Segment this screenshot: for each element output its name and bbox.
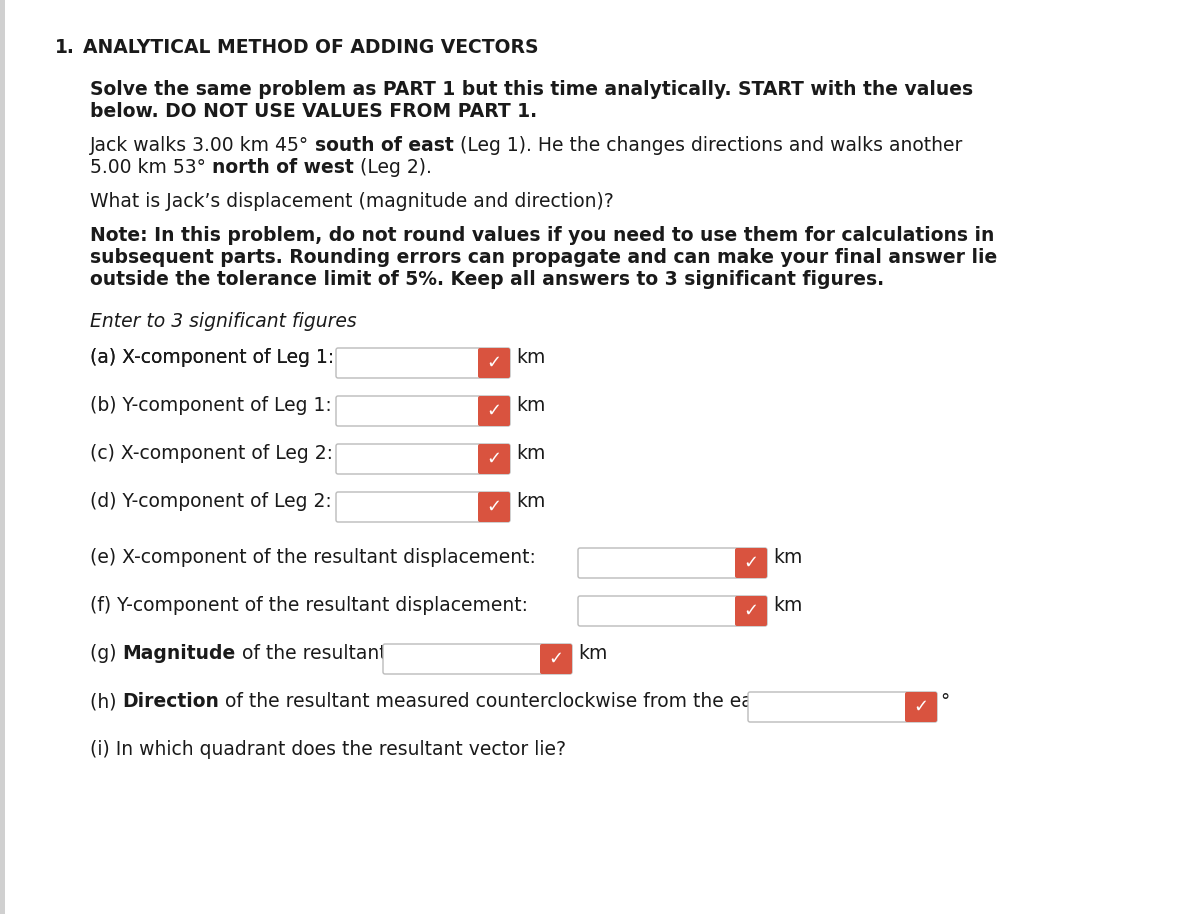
Text: of the resultant measured counterclockwise from the east:: of the resultant measured counterclockwi…	[220, 692, 776, 711]
Text: south of east: south of east	[316, 136, 454, 155]
Bar	[0, 0, 5, 914]
Text: ✓: ✓	[486, 402, 502, 420]
Text: (a) X-component of Leg 1:: (a) X-component of Leg 1:	[90, 348, 335, 367]
Text: Solve the same problem as PART 1 but this time analytically. START with the valu: Solve the same problem as PART 1 but thi…	[90, 80, 973, 99]
Text: below. DO NOT USE VALUES FROM PART 1.: below. DO NOT USE VALUES FROM PART 1.	[90, 102, 538, 121]
Text: ✓: ✓	[744, 602, 758, 620]
Text: Direction: Direction	[122, 692, 220, 711]
Text: km: km	[516, 348, 545, 367]
Text: 5.00 km 53°: 5.00 km 53°	[90, 158, 212, 177]
Text: ✓: ✓	[486, 354, 502, 372]
Text: km: km	[773, 596, 803, 615]
Text: (Leg 2).: (Leg 2).	[354, 158, 432, 177]
FancyBboxPatch shape	[478, 396, 510, 426]
Text: subsequent parts. Rounding errors can propagate and can make your final answer l: subsequent parts. Rounding errors can pr…	[90, 248, 997, 267]
Text: Note: In this problem, do not round values if you need to use them for calculati: Note: In this problem, do not round valu…	[90, 226, 995, 245]
Text: km: km	[516, 492, 545, 511]
Text: km: km	[516, 396, 545, 415]
Text: (d) Y-component of Leg 2:: (d) Y-component of Leg 2:	[90, 492, 331, 511]
Text: ✓: ✓	[486, 498, 502, 516]
FancyBboxPatch shape	[578, 548, 767, 578]
Text: (c) X-component of Leg 2:: (c) X-component of Leg 2:	[90, 444, 334, 463]
FancyBboxPatch shape	[734, 596, 767, 626]
Text: (e) X-component of the resultant displacement:: (e) X-component of the resultant displac…	[90, 548, 536, 567]
Text: °: °	[940, 692, 949, 711]
FancyBboxPatch shape	[336, 492, 510, 522]
Text: 1.: 1.	[55, 38, 74, 57]
FancyBboxPatch shape	[336, 348, 510, 378]
FancyBboxPatch shape	[578, 596, 767, 626]
FancyBboxPatch shape	[905, 692, 937, 722]
Text: (h): (h)	[90, 692, 122, 711]
FancyBboxPatch shape	[478, 492, 510, 522]
Text: (b) Y-component of Leg 1:: (b) Y-component of Leg 1:	[90, 396, 331, 415]
Text: ANALYTICAL METHOD OF ADDING VECTORS: ANALYTICAL METHOD OF ADDING VECTORS	[83, 38, 539, 57]
Text: (i) In which quadrant does the resultant vector lie?: (i) In which quadrant does the resultant…	[90, 740, 566, 759]
Text: What is Jack’s displacement (magnitude and direction)?: What is Jack’s displacement (magnitude a…	[90, 192, 613, 211]
FancyBboxPatch shape	[336, 444, 510, 474]
FancyBboxPatch shape	[734, 548, 767, 578]
Text: km: km	[516, 444, 545, 463]
Text: Jack walks 3.00 km 45°: Jack walks 3.00 km 45°	[90, 136, 316, 155]
Text: ✓: ✓	[913, 698, 929, 716]
Text: ✓: ✓	[744, 554, 758, 572]
FancyBboxPatch shape	[336, 396, 510, 426]
Text: (g): (g)	[90, 644, 122, 663]
FancyBboxPatch shape	[540, 644, 572, 674]
Text: ✓: ✓	[486, 450, 502, 468]
Text: (Leg 1). He the changes directions and walks another: (Leg 1). He the changes directions and w…	[454, 136, 962, 155]
Text: km: km	[578, 644, 607, 663]
Text: km: km	[773, 548, 803, 567]
FancyBboxPatch shape	[478, 444, 510, 474]
Text: outside the tolerance limit of 5%. Keep all answers to 3 significant figures.: outside the tolerance limit of 5%. Keep …	[90, 270, 884, 289]
FancyBboxPatch shape	[478, 348, 510, 378]
Text: (f) Y-component of the resultant displacement:: (f) Y-component of the resultant displac…	[90, 596, 528, 615]
Text: of the resultant:: of the resultant:	[235, 644, 392, 663]
FancyBboxPatch shape	[383, 644, 572, 674]
Text: north of west: north of west	[212, 158, 354, 177]
Text: Magnitude: Magnitude	[122, 644, 235, 663]
FancyBboxPatch shape	[748, 692, 937, 722]
Text: Enter to 3 significant figures: Enter to 3 significant figures	[90, 312, 356, 331]
Text: (a) X-component of Leg 1:: (a) X-component of Leg 1:	[90, 348, 335, 367]
Text: ✓: ✓	[548, 650, 564, 668]
